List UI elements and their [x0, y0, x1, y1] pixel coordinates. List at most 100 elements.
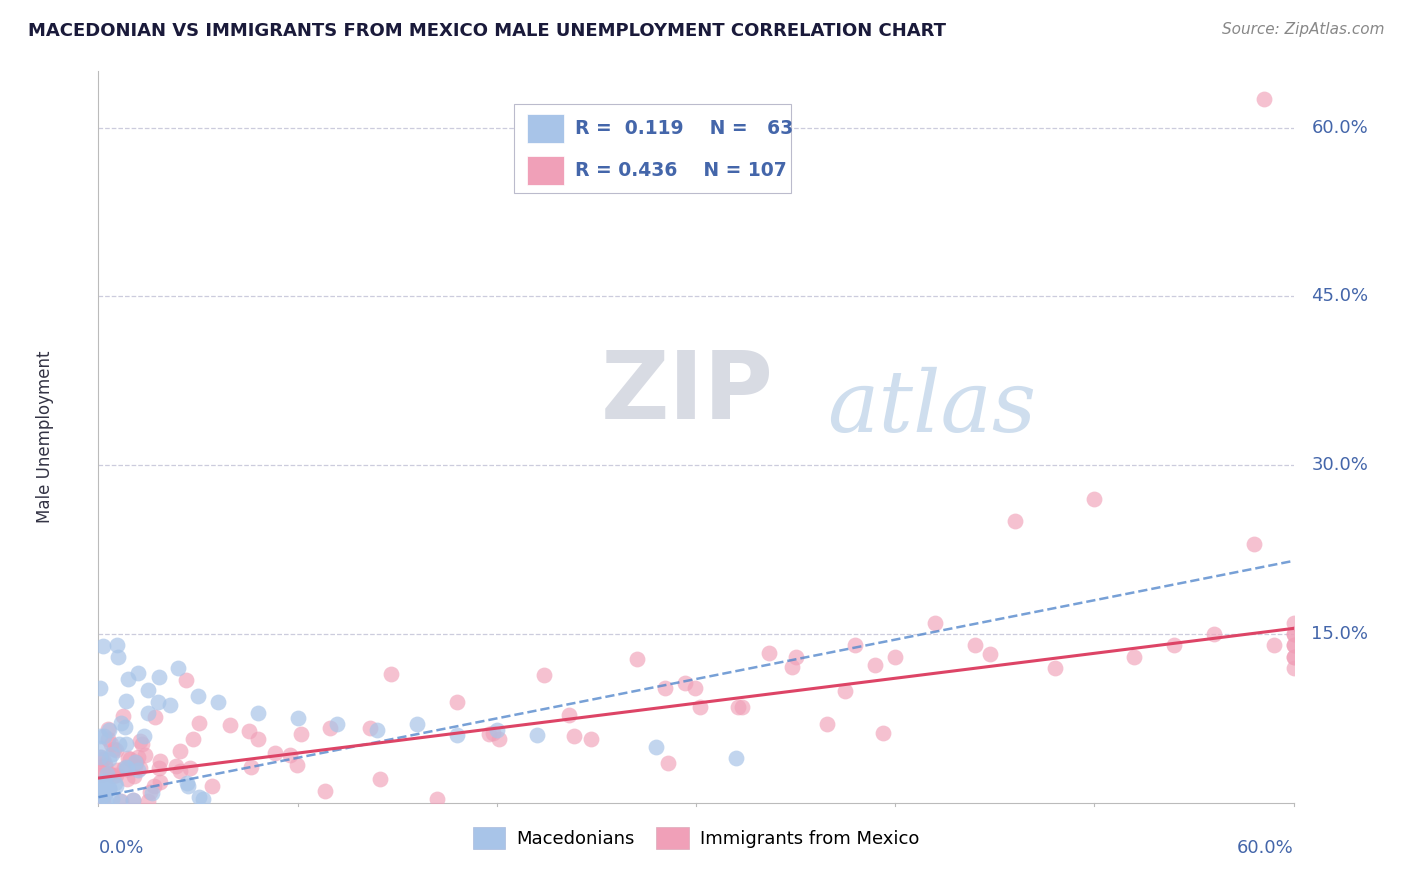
- Point: [121, 793, 143, 807]
- Point: [98, 781, 121, 796]
- Point: [1004, 515, 1026, 529]
- Text: 30.0%: 30.0%: [1312, 456, 1368, 475]
- Point: [97, 780, 120, 795]
- Point: [115, 761, 138, 775]
- Point: [727, 700, 749, 714]
- Point: [834, 684, 856, 698]
- Point: [98, 767, 121, 781]
- Point: [201, 779, 224, 793]
- Point: [979, 647, 1001, 661]
- Point: [287, 711, 309, 725]
- Point: [218, 718, 240, 732]
- Point: [93, 787, 115, 801]
- Point: [446, 728, 468, 742]
- Point: [169, 744, 191, 758]
- Point: [94, 757, 117, 772]
- Point: [104, 779, 127, 793]
- Point: [731, 699, 754, 714]
- Point: [1282, 627, 1305, 641]
- Point: [112, 761, 135, 775]
- Point: [169, 764, 191, 778]
- Point: [1263, 638, 1285, 652]
- Point: [127, 666, 149, 681]
- Point: [91, 778, 114, 792]
- Point: [1123, 649, 1146, 664]
- Point: [91, 793, 114, 807]
- Point: [124, 755, 146, 769]
- Point: [314, 783, 336, 797]
- Point: [127, 763, 149, 777]
- Point: [579, 732, 602, 747]
- Point: [191, 791, 214, 805]
- Point: [533, 668, 555, 682]
- Point: [89, 729, 111, 743]
- Point: [91, 768, 114, 782]
- Point: [117, 772, 139, 787]
- Point: [1163, 638, 1185, 652]
- Point: [115, 694, 138, 708]
- Text: 0.0%: 0.0%: [98, 839, 143, 857]
- Point: [97, 722, 120, 736]
- Point: [654, 681, 676, 695]
- Point: [134, 729, 156, 743]
- Point: [136, 706, 159, 721]
- Point: [446, 695, 468, 709]
- Point: [97, 723, 120, 737]
- Point: [1282, 615, 1305, 630]
- Point: [143, 710, 166, 724]
- Point: [89, 740, 111, 755]
- Point: [108, 793, 131, 807]
- Point: [785, 649, 807, 664]
- Point: [247, 731, 270, 746]
- Point: [478, 727, 501, 741]
- Point: [278, 748, 301, 763]
- Point: [120, 752, 142, 766]
- Point: [426, 792, 449, 806]
- Point: [104, 768, 127, 782]
- Point: [368, 772, 391, 787]
- Point: [90, 778, 112, 792]
- Point: [103, 742, 125, 756]
- Point: [105, 763, 128, 777]
- Point: [94, 759, 117, 773]
- Point: [110, 716, 132, 731]
- Point: [1282, 638, 1305, 652]
- Point: [138, 785, 160, 799]
- Point: [780, 660, 803, 674]
- Point: [110, 793, 132, 807]
- Point: [181, 732, 204, 747]
- Point: [758, 646, 780, 660]
- Point: [318, 721, 340, 735]
- Point: [142, 779, 165, 793]
- Point: [188, 716, 211, 731]
- Point: [148, 761, 170, 775]
- Point: [117, 750, 139, 764]
- Point: [485, 723, 508, 737]
- Point: [131, 737, 153, 751]
- Point: [115, 737, 138, 751]
- Point: [1282, 649, 1305, 664]
- Point: [872, 726, 894, 740]
- Point: [1253, 93, 1275, 107]
- Point: [108, 737, 131, 751]
- Point: [673, 676, 696, 690]
- Point: [177, 779, 200, 793]
- Point: [683, 681, 706, 695]
- Point: [488, 731, 510, 746]
- Text: ZIP: ZIP: [600, 347, 773, 439]
- Point: [89, 681, 111, 695]
- Point: [815, 716, 838, 731]
- Point: [526, 728, 548, 742]
- Point: [963, 638, 986, 652]
- Point: [263, 746, 285, 760]
- Point: [124, 758, 146, 772]
- Point: [1282, 638, 1305, 652]
- Point: [558, 707, 581, 722]
- Point: [148, 669, 170, 683]
- Point: [136, 683, 159, 698]
- Point: [1083, 491, 1105, 506]
- Point: [188, 790, 211, 805]
- Point: [645, 739, 668, 754]
- Point: [96, 767, 118, 781]
- Point: [111, 709, 134, 723]
